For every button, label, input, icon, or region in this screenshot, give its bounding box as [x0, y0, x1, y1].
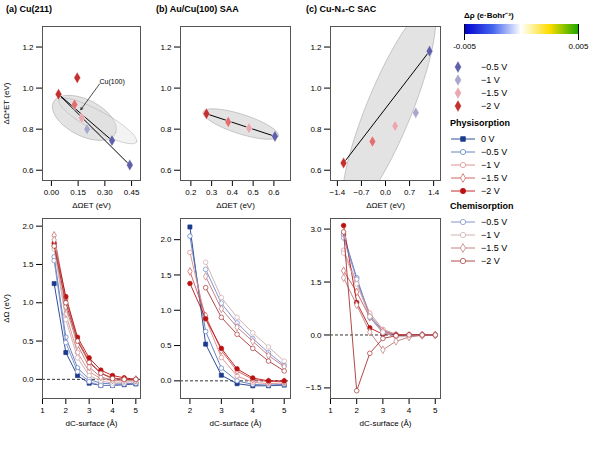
html-text:−1 V: −1 V [481, 159, 500, 170]
svg-text:0.30: 0.30 [97, 188, 113, 197]
svg-text:1.0: 1.0 [22, 84, 34, 93]
svg-text:0.45: 0.45 [124, 188, 140, 197]
html-text:−1.5 V: −1.5 V [481, 242, 508, 253]
svg-text:0.8: 0.8 [160, 125, 172, 134]
svg-text:−1.5: −1.5 [306, 383, 322, 392]
html-text:−2 V: −2 V [481, 100, 500, 111]
svg-text:dC-surface (Å): dC-surface (Å) [65, 419, 117, 428]
svg-text:3: 3 [219, 406, 224, 415]
svg-text:1.5: 1.5 [160, 271, 172, 280]
svg-text:1: 1 [40, 406, 45, 415]
svg-text:0.00: 0.00 [44, 188, 60, 197]
svg-text:ΔΩET (eV): ΔΩET (eV) [72, 201, 111, 210]
svg-text:0.6: 0.6 [22, 166, 34, 175]
svg-text:0.0: 0.0 [160, 376, 172, 385]
svg-text:1.0: 1.0 [160, 84, 172, 93]
svg-text:3.0: 3.0 [310, 225, 322, 234]
svg-text:4: 4 [110, 406, 115, 415]
svg-text:1.2: 1.2 [160, 43, 172, 52]
svg-text:1.5: 1.5 [22, 260, 34, 269]
html-text:−0.5 V: −0.5 V [481, 61, 508, 72]
html-text:−1 V: −1 V [481, 229, 500, 240]
svg-text:0.8: 0.8 [310, 125, 322, 134]
svg-text:0.005: 0.005 [568, 42, 589, 51]
svg-text:1.4: 1.4 [428, 188, 440, 197]
html-text:−2 V: −2 V [481, 255, 500, 266]
svg-text:0.4: 0.4 [227, 188, 239, 197]
html-text:−0.5 V: −0.5 V [481, 146, 508, 157]
svg-text:0.15: 0.15 [70, 188, 86, 197]
svg-text:1.0: 1.0 [160, 306, 172, 315]
svg-text:ΔΩET (eV): ΔΩET (eV) [216, 201, 255, 210]
svg-text:0.0: 0.0 [310, 331, 322, 340]
svg-text:Cu(100): Cu(100) [100, 78, 125, 86]
svg-text:2.0: 2.0 [160, 235, 172, 244]
html-text:−1 V: −1 V [481, 74, 500, 85]
svg-text:5: 5 [433, 406, 438, 415]
svg-text:0.5: 0.5 [248, 188, 260, 197]
svg-text:0.3: 0.3 [206, 188, 218, 197]
svg-text:2.0: 2.0 [22, 222, 34, 231]
svg-text:5: 5 [134, 406, 139, 415]
svg-text:0.5: 0.5 [160, 341, 172, 350]
svg-text:1.5: 1.5 [310, 278, 322, 287]
html-text:Physisorption: Physisorption [450, 118, 510, 128]
svg-text:1.2: 1.2 [310, 43, 322, 52]
html-text:−2 V: −2 V [481, 185, 500, 196]
html-text:(b) Au/Cu(100) SAA: (b) Au/Cu(100) SAA [156, 4, 239, 14]
svg-text:−1.4: −1.4 [329, 188, 345, 197]
svg-text:1.2: 1.2 [22, 43, 34, 52]
svg-text:2: 2 [64, 406, 69, 415]
svg-text:0.6: 0.6 [268, 188, 280, 197]
svg-text:Δρ (e·Bohr⁻³): Δρ (e·Bohr⁻³) [464, 11, 514, 20]
svg-text:0.8: 0.8 [22, 125, 34, 134]
svg-text:-0.005: -0.005 [453, 42, 476, 51]
svg-text:0.2: 0.2 [185, 188, 197, 197]
html-text:(a) Cu(211): (a) Cu(211) [6, 4, 52, 14]
svg-text:0.6: 0.6 [310, 166, 322, 175]
svg-text:3: 3 [87, 406, 92, 415]
html-text:−1.5 V: −1.5 V [481, 87, 508, 98]
svg-text:−0.7: −0.7 [354, 188, 370, 197]
svg-text:2: 2 [188, 406, 193, 415]
svg-text:1: 1 [328, 406, 333, 415]
svg-text:0.0: 0.0 [380, 188, 392, 197]
svg-text:1.0: 1.0 [310, 84, 322, 93]
html-text:0 V: 0 V [481, 133, 495, 144]
html-text:−1.5 V: −1.5 V [481, 172, 508, 183]
svg-text:ΔΩ*ET (eV): ΔΩ*ET (eV) [2, 82, 11, 124]
svg-text:ΔΩ (eV): ΔΩ (eV) [2, 294, 11, 323]
svg-text:0.5: 0.5 [22, 337, 34, 346]
svg-text:3: 3 [381, 406, 386, 415]
html-text:−0.5 V: −0.5 V [481, 216, 508, 227]
svg-text:0.6: 0.6 [160, 166, 172, 175]
html-text:Chemisorption: Chemisorption [450, 201, 514, 211]
svg-text:5: 5 [282, 406, 287, 415]
svg-text:2: 2 [354, 406, 359, 415]
svg-text:4: 4 [407, 406, 412, 415]
svg-text:1.0: 1.0 [22, 298, 34, 307]
svg-text:dC-surface (Å): dC-surface (Å) [359, 419, 411, 428]
svg-text:dC-surface (Å): dC-surface (Å) [209, 419, 261, 428]
html-text:(c) Cu-N₄-C SAC: (c) Cu-N₄-C SAC [306, 4, 377, 14]
svg-text:0.7: 0.7 [404, 188, 416, 197]
svg-text:0.0: 0.0 [22, 375, 34, 384]
svg-text:4: 4 [251, 406, 256, 415]
svg-text:ΔΩET (eV): ΔΩET (eV) [366, 201, 405, 210]
